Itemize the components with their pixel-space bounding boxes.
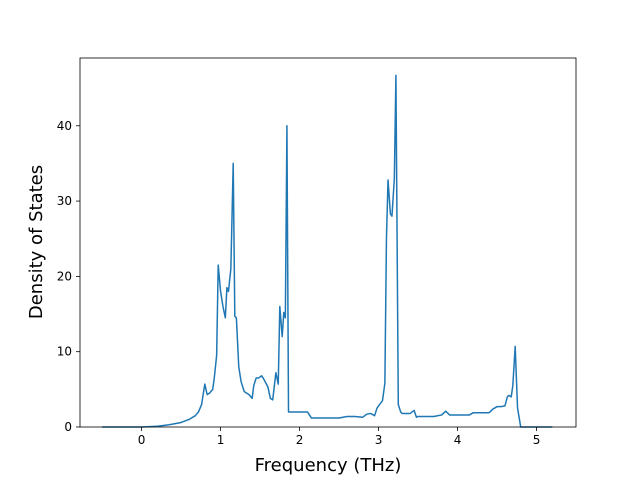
y-tick-label: 20	[57, 269, 72, 283]
y-axis-ticks: 0 10 20 30 40	[57, 119, 80, 434]
x-axis-label: Frequency (THz)	[255, 455, 402, 476]
y-tick-label: 0	[64, 420, 72, 434]
y-axis-label: Density of States	[26, 165, 47, 319]
x-tick-label: 5	[533, 433, 541, 447]
x-tick-label: 4	[454, 433, 462, 447]
x-tick-label: 3	[375, 433, 383, 447]
y-tick-label: 40	[57, 119, 72, 133]
plot-area	[102, 74, 553, 428]
dos-series-line-0	[102, 74, 553, 428]
y-tick-label: 30	[57, 194, 72, 208]
axes-frame	[79, 57, 577, 428]
x-axis-ticks: 0 1 2 3 4 5	[138, 427, 541, 447]
x-tick-label: 2	[296, 433, 304, 447]
x-tick-label: 0	[138, 433, 146, 447]
y-tick-label: 10	[57, 345, 72, 359]
x-tick-label: 1	[217, 433, 225, 447]
